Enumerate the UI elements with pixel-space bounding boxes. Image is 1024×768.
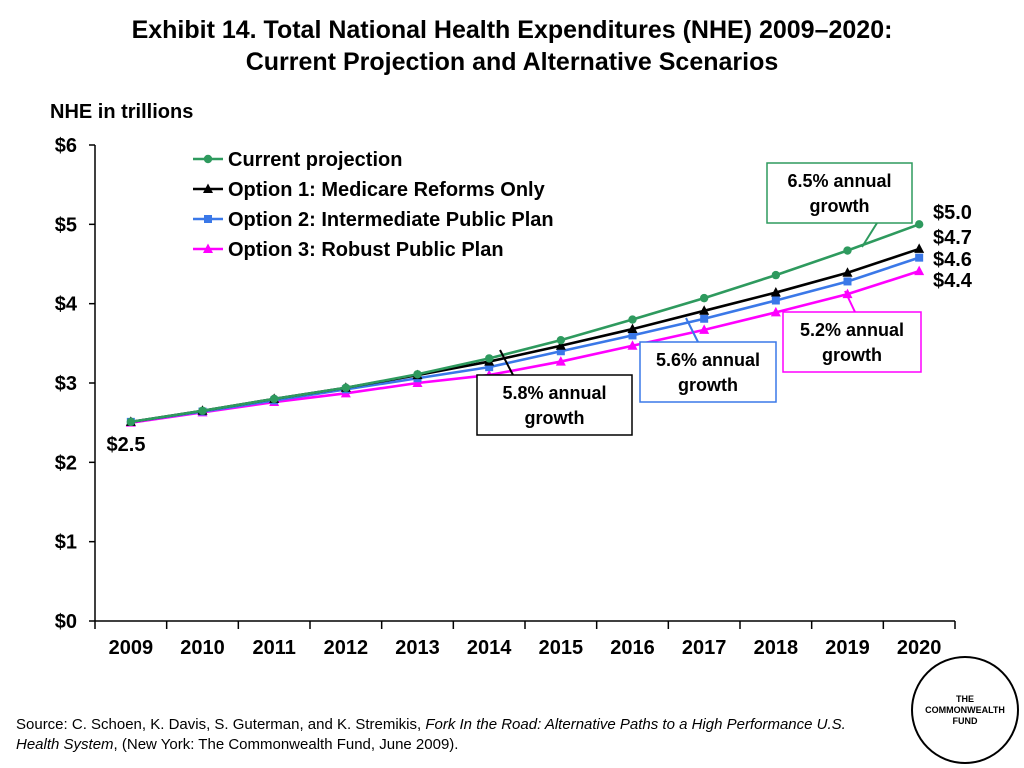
data-point [556,347,565,356]
data-point [843,277,852,286]
data-point [556,335,566,345]
callout-text-line-1: 6.5% annual [787,171,891,191]
legend-label: Current projection [228,149,402,171]
data-point [203,243,213,253]
data-point [843,246,852,255]
start-value-label: $2.5 [107,434,146,456]
data-point [628,315,637,324]
data-point [204,215,212,223]
chart-title: Exhibit 14. Total National Health Expend… [0,14,1024,78]
data-point [914,220,924,229]
end-value-label: $5.0 [933,202,972,224]
data-point [203,154,213,164]
end-value-label: $4.4 [933,270,973,292]
source-prefix: Source: C. Schoen, K. Davis, S. Guterman… [16,716,426,733]
data-point [198,406,207,415]
data-point [555,340,566,350]
callout-leader-line [499,349,514,376]
callout-leader-line [685,317,699,343]
x-tick-label: 2019 [825,637,870,659]
data-point [269,394,279,404]
x-tick-label: 2018 [754,637,799,659]
callout-text-line-2: growth [822,345,882,365]
data-point [700,314,709,323]
series-line [130,269,920,424]
source-note: Source: C. Schoen, K. Davis, S. Guterman… [16,715,876,755]
x-tick-label: 2016 [610,637,655,659]
series-line [130,223,920,424]
end-value-label: $4.6 [933,249,972,271]
data-point [628,331,637,340]
source-suffix: , (New York: The Commonwealth Fund, June… [113,736,459,753]
callout-box [766,162,913,224]
y-axis-label: NHE in trillions [50,101,194,123]
data-point [126,417,136,427]
x-tick-label: 2009 [109,637,154,659]
y-tick-label: $6 [55,135,77,157]
legend-label: Option 1: Medicare Reforms Only [228,179,546,201]
data-point [627,323,638,334]
logo-line-1: THE [956,693,974,704]
data-point [914,243,925,253]
end-value-label: $4.7 [933,227,972,249]
x-tick-label: 2010 [180,637,225,659]
y-tick-label: $0 [55,611,77,633]
data-point [771,270,781,280]
data-point [842,267,853,277]
y-tick-label: $4 [55,294,78,316]
callout-text-line-2: growth [525,408,585,428]
title-line-2: Current Projection and Alternative Scena… [245,48,779,76]
callout-text-line-1: 5.8% annual [502,383,606,403]
data-point [842,288,853,299]
data-point [413,370,422,379]
commonwealth-fund-logo: THE COMMONWEALTH FUND [911,656,1019,764]
x-tick-label: 2017 [682,637,727,659]
data-point [699,305,710,315]
data-point [484,354,494,363]
x-tick-label: 2014 [467,637,512,659]
x-tick-label: 2013 [395,637,440,659]
data-point [699,293,709,303]
y-tick-label: $3 [55,373,77,395]
data-point [915,253,924,262]
y-tick-label: $1 [55,532,77,554]
x-tick-label: 2015 [539,637,584,659]
logo-line-2: COMMONWEALTH [925,704,1005,715]
title-line-1: Exhibit 14. Total National Health Expend… [131,16,893,44]
data-point [699,324,710,334]
callout-box [639,341,777,403]
source-title: Fork In the Road: Alternative Paths to a… [16,716,846,753]
line-chart: $0 $1 $2 $3 $4 $5 $6 2009 2010 2011 2012 2013 2014 20… [55,135,973,659]
y-tick-label: $5 [55,214,77,236]
callout-box [476,374,633,436]
data-point [341,383,351,392]
data-point [770,306,781,317]
y-tick-label: $2 [55,452,77,474]
data-point [771,296,780,305]
data-point [412,377,423,387]
callout-leader-line [844,290,856,313]
callout-text-line-2: growth [678,375,738,395]
callout-text-line-2: growth [810,196,870,216]
callout-text-line-1: 5.6% annual [656,350,760,370]
callout-leader-line [861,222,878,248]
series-line [130,256,920,424]
data-point [485,363,494,372]
callout-text-line-1: 5.2% annual [800,320,904,340]
x-tick-label: 2011 [252,637,295,659]
callout-box [782,311,922,373]
x-tick-label: 2012 [324,637,369,659]
legend-label: Option 2: Intermediate Public Plan [228,209,554,231]
data-point [555,356,566,366]
legend-label: Option 3: Robust Public Plan [228,239,504,261]
data-point [203,183,213,193]
data-point [914,265,925,276]
logo-line-3: FUND [952,715,978,726]
x-tick-label: 2020 [897,637,942,659]
data-point [627,340,638,350]
data-point [770,287,781,297]
